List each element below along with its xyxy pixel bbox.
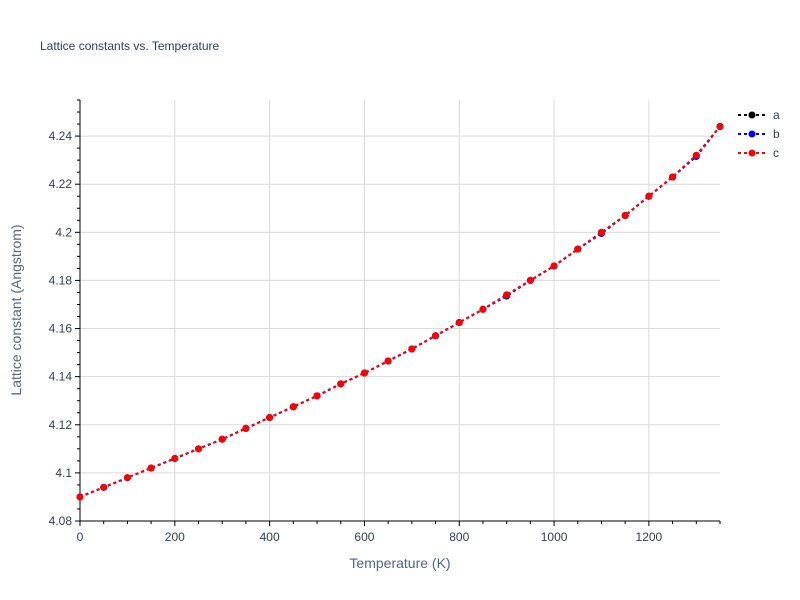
legend-marker-c <box>748 149 756 157</box>
grid <box>80 100 720 522</box>
data-point-c <box>716 122 724 130</box>
data-point-c <box>337 380 345 388</box>
y-axis-title: Lattice constant (Angstrom) <box>8 224 24 395</box>
plot-area <box>76 122 724 501</box>
y-tick-label: 4.2 <box>55 225 72 239</box>
y-ticks: 4.08 4.1 4.12 4.14 4.16 4.18 4.2 4.22 4.24 <box>49 99 80 528</box>
legend-label-b: b <box>773 127 780 141</box>
x-tick-label: 400 <box>260 530 280 544</box>
y-tick-label: 4.1 <box>55 466 72 480</box>
x-ticks: 0 200 400 600 800 1000 1200 <box>77 521 721 544</box>
data-point-c <box>597 228 605 236</box>
data-point-c <box>100 483 108 491</box>
x-axis-title: Temperature (K) <box>349 555 450 571</box>
data-point-c <box>123 474 131 482</box>
data-point-c <box>550 262 558 270</box>
data-point-c <box>526 276 534 284</box>
data-point-c <box>384 357 392 365</box>
series-c <box>76 122 724 501</box>
data-point-c <box>645 192 653 200</box>
x-tick-label: 0 <box>77 530 84 544</box>
legend-item-b[interactable]: b <box>738 127 780 141</box>
x-tick-label: 1000 <box>541 530 568 544</box>
y-tick-label: 4.22 <box>49 177 73 191</box>
data-point-c <box>76 493 84 501</box>
axes <box>79 100 720 522</box>
data-point-c <box>479 305 487 313</box>
x-tick-label: 600 <box>354 530 374 544</box>
data-point-c <box>408 345 416 353</box>
y-tick-label: 4.14 <box>49 370 73 384</box>
legend-label-c: c <box>773 146 779 160</box>
y-tick-label: 4.08 <box>49 514 73 528</box>
data-point-c <box>171 454 179 462</box>
data-point-c <box>360 369 368 377</box>
data-point-c <box>432 332 440 340</box>
chart-title: Lattice constants vs. Temperature <box>40 39 220 53</box>
data-point-c <box>289 403 297 411</box>
legend[interactable]: abc <box>738 108 780 160</box>
data-point-c <box>503 291 511 299</box>
data-point-c <box>669 173 677 181</box>
y-tick-label: 4.16 <box>49 322 73 336</box>
data-point-c <box>147 464 155 472</box>
x-tick-label: 1200 <box>636 530 663 544</box>
data-point-c <box>313 392 321 400</box>
legend-label-a: a <box>773 108 780 122</box>
series-line-c <box>79 125 721 498</box>
legend-item-c[interactable]: c <box>738 146 779 160</box>
data-point-c <box>455 319 463 327</box>
legend-item-a[interactable]: a <box>738 108 780 122</box>
y-tick-label: 4.12 <box>49 418 73 432</box>
data-point-c <box>266 414 274 422</box>
data-point-c <box>195 445 203 453</box>
legend-marker-a <box>748 111 756 119</box>
data-point-c <box>218 435 226 443</box>
y-tick-label: 4.18 <box>49 273 73 287</box>
x-tick-label: 800 <box>449 530 469 544</box>
data-point-c <box>621 211 629 219</box>
x-tick-label: 200 <box>165 530 185 544</box>
y-tick-label: 4.24 <box>49 129 73 143</box>
legend-marker-b <box>748 130 756 138</box>
data-point-c <box>574 245 582 253</box>
data-point-c <box>692 151 700 159</box>
data-point-c <box>242 424 250 432</box>
